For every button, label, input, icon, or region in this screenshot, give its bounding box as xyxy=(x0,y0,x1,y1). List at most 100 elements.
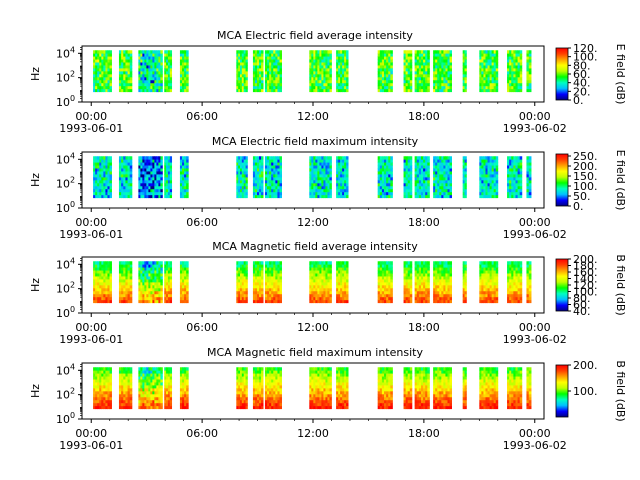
data-cell xyxy=(439,53,442,57)
data-cell xyxy=(279,299,282,304)
data-cell xyxy=(515,156,518,160)
data-block xyxy=(179,261,189,304)
data-cell xyxy=(118,88,122,93)
data-cell xyxy=(252,267,256,271)
data-cell xyxy=(129,287,133,292)
data-cell xyxy=(164,281,167,286)
data-cell xyxy=(169,276,173,280)
data-cell xyxy=(443,79,446,84)
data-cell xyxy=(437,176,440,181)
data-cell xyxy=(423,56,426,60)
data-cell xyxy=(338,281,341,286)
data-cell xyxy=(252,176,256,181)
data-cell xyxy=(93,56,96,60)
data-cell xyxy=(437,165,440,169)
data-cell xyxy=(340,53,343,57)
data-cell xyxy=(487,56,490,60)
data-cell xyxy=(416,296,420,301)
data-cell xyxy=(388,299,391,304)
data-cell xyxy=(439,185,442,190)
data-cell xyxy=(167,287,171,292)
data-cell xyxy=(309,176,312,181)
data-cell xyxy=(491,171,495,175)
data-cell xyxy=(241,68,245,72)
data-cell xyxy=(146,188,149,193)
data-cell xyxy=(315,281,318,286)
data-cell xyxy=(169,279,173,283)
data-cell xyxy=(95,273,98,277)
data-cell xyxy=(517,191,521,196)
data-cell xyxy=(140,273,143,277)
data-cell xyxy=(386,185,389,190)
data-cell xyxy=(160,82,163,87)
data-cell xyxy=(425,270,428,274)
data-cell xyxy=(105,73,108,78)
data-cell xyxy=(379,185,383,190)
data-cell xyxy=(433,88,436,93)
data-cell xyxy=(388,296,391,301)
data-cell xyxy=(271,176,274,181)
data-cell xyxy=(264,185,268,190)
data-cell xyxy=(323,62,326,66)
data-cell xyxy=(423,50,426,54)
data-block xyxy=(414,50,430,93)
data-cell xyxy=(123,281,126,286)
data-cell xyxy=(414,82,418,87)
data-cell xyxy=(182,76,185,81)
data-cell xyxy=(93,267,96,271)
data-cell xyxy=(423,88,426,93)
data-cell xyxy=(390,176,393,181)
data-cell xyxy=(315,73,318,78)
data-cell xyxy=(123,270,126,274)
data-cell xyxy=(99,273,102,277)
data-cell xyxy=(275,284,278,289)
data-cell xyxy=(160,171,163,175)
data-cell xyxy=(101,88,104,93)
data-cell xyxy=(414,176,418,181)
data-cell xyxy=(338,88,341,93)
data-cell xyxy=(257,162,260,166)
data-cell xyxy=(462,261,465,265)
data-cell xyxy=(481,165,484,169)
data-cell xyxy=(140,270,143,274)
data-cell xyxy=(236,194,239,199)
data-cell xyxy=(121,279,124,283)
data-cell xyxy=(439,171,442,175)
data-cell xyxy=(148,296,151,301)
data-cell xyxy=(254,267,258,271)
data-cell xyxy=(241,194,245,199)
data-cell xyxy=(381,82,385,87)
data-cell xyxy=(109,59,112,63)
data-cell xyxy=(443,179,446,184)
data-cell xyxy=(384,290,387,295)
data-cell xyxy=(517,76,521,81)
data-cell xyxy=(323,287,326,292)
data-cell xyxy=(321,293,324,298)
data-cell xyxy=(513,176,516,181)
data-cell xyxy=(441,76,444,81)
data-cell xyxy=(346,284,349,289)
data-cell xyxy=(427,188,430,193)
data-cell xyxy=(409,191,413,196)
data-cell xyxy=(154,68,157,72)
data-cell xyxy=(321,59,324,63)
data-cell xyxy=(107,287,110,292)
data-cell xyxy=(427,65,430,69)
data-cell xyxy=(166,276,169,280)
data-cell xyxy=(138,270,141,274)
data-cell xyxy=(105,267,108,271)
data-cell xyxy=(186,287,189,292)
data-cell xyxy=(409,284,413,289)
data-cell xyxy=(259,70,262,75)
data-cell xyxy=(236,65,239,69)
data-cell xyxy=(99,79,102,84)
data-cell xyxy=(271,194,274,199)
data-cell xyxy=(144,270,147,274)
data-cell xyxy=(323,65,326,69)
x-tick-label: 12:00 xyxy=(297,216,329,229)
data-cell xyxy=(150,56,153,60)
data-cell xyxy=(118,293,122,298)
data-cell xyxy=(327,188,330,193)
data-cell xyxy=(275,53,278,57)
data-cell xyxy=(515,176,518,181)
